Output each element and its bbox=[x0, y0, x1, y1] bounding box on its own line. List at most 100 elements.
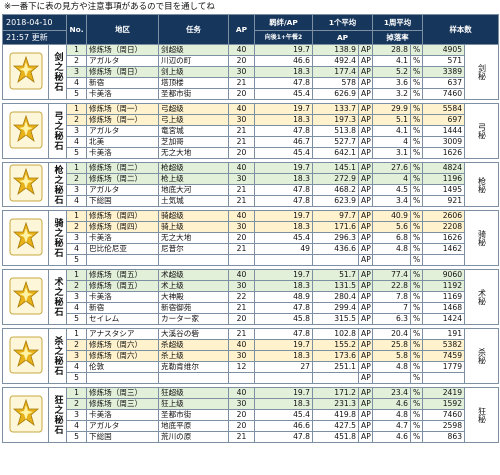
group-gap bbox=[2, 158, 499, 163]
row-ap: 40 bbox=[228, 269, 255, 281]
row-avg: 155.2 bbox=[312, 339, 359, 351]
row-ap: 12 bbox=[228, 361, 255, 373]
row-samples: 2208 bbox=[422, 221, 466, 233]
group-gap bbox=[2, 324, 499, 329]
row-avg: 419.8 bbox=[312, 409, 359, 421]
row-area: 修炼场（周四） bbox=[86, 221, 159, 233]
header-ap: AP bbox=[228, 14, 255, 45]
row-drop: 45.8 bbox=[254, 313, 313, 325]
row-avg-unit: AP bbox=[357, 291, 374, 303]
row-area bbox=[86, 254, 159, 266]
row-mission: 术超级 bbox=[158, 269, 229, 281]
row-mission bbox=[158, 372, 229, 384]
row-mission: 剑超级 bbox=[158, 44, 229, 56]
row-ap: 40 bbox=[228, 210, 255, 222]
row-avg: 527.7 bbox=[312, 136, 359, 148]
row-avg-unit: AP bbox=[357, 431, 374, 443]
row-rate-unit: % bbox=[410, 232, 424, 244]
row-no: 5 bbox=[66, 147, 87, 159]
row-avg-unit: AP bbox=[357, 103, 374, 115]
row-no: 4 bbox=[66, 361, 87, 373]
row-area: 修炼场（周一） bbox=[86, 103, 159, 115]
row-area: 修炼场（周三） bbox=[86, 387, 159, 399]
group-name: 枪之秘石 bbox=[48, 162, 67, 207]
row-ap: 21 bbox=[228, 195, 255, 207]
row-samples: 571 bbox=[422, 55, 466, 67]
row-ap: 40 bbox=[228, 44, 255, 56]
row-rate-unit: % bbox=[410, 420, 424, 432]
row-mission: 地底大河 bbox=[158, 184, 229, 196]
row-avg: 451.8 bbox=[312, 431, 359, 443]
row-avg: 280.4 bbox=[312, 291, 359, 303]
group-name: 术之秘石 bbox=[48, 269, 67, 325]
table-row: 4 北美 芝加哥 21 46.7 527.7 AP 4% 3009 bbox=[3, 136, 499, 148]
row-avg-unit: AP bbox=[357, 195, 374, 207]
row-rate: 5.1 bbox=[372, 114, 412, 126]
table-row: 杀之秘石 1 アナスタシア 大溪谷の砦 21 47.8 102.8 AP 20.4% 191 杀秘 bbox=[2, 328, 500, 384]
group-name: 弓之秘石 bbox=[48, 103, 67, 159]
table-row: 术之秘石 1 修炼场（周五） 术超级 40 19.7 51.7 AP 77.4% 9060 术秘 bbox=[2, 269, 500, 325]
row-rate: 7.8 bbox=[372, 291, 412, 303]
group-side-label: 弓秘 bbox=[464, 103, 500, 159]
row-rate: 77.4 bbox=[372, 269, 412, 281]
group-name: 杀之秘石 bbox=[48, 328, 67, 384]
row-samples: 1444 bbox=[422, 125, 466, 137]
row-avg-unit: AP bbox=[357, 66, 374, 78]
row-area: アガルタ bbox=[86, 125, 159, 137]
row-avg: 51.7 bbox=[312, 269, 359, 281]
row-mission: 术上级 bbox=[158, 280, 229, 292]
header-drop-sub: 向後1+午餐2 bbox=[254, 30, 313, 45]
row-area: 下総国 bbox=[86, 431, 159, 443]
row-no: 2 bbox=[66, 173, 87, 185]
row-avg: 623.9 bbox=[312, 195, 359, 207]
row-drop: 18.3 bbox=[254, 66, 313, 78]
row-avg: 251.1 bbox=[312, 361, 359, 373]
row-drop: 19.7 bbox=[254, 103, 313, 115]
row-rate-unit: % bbox=[410, 431, 424, 443]
gem-cell bbox=[2, 44, 49, 100]
row-ap: 21 bbox=[228, 243, 255, 255]
row-drop: 47.8 bbox=[254, 184, 313, 196]
row-mission: 骑超级 bbox=[158, 210, 229, 222]
row-rate-unit: % bbox=[410, 88, 424, 100]
row-rate: 4.5 bbox=[372, 184, 412, 196]
row-mission: カーター家 bbox=[158, 313, 229, 325]
row-rate: 20.4 bbox=[372, 328, 412, 340]
row-ap: 21 bbox=[228, 302, 255, 314]
table-row: 2 アガルタ 川辺の町 20 46.6 492.4 AP 4.1% 571 bbox=[3, 55, 499, 67]
row-avg: 102.8 bbox=[312, 328, 359, 340]
row-rate-unit: % bbox=[410, 136, 424, 148]
row-mission: 狂上级 bbox=[158, 398, 229, 410]
row-avg bbox=[312, 372, 359, 384]
row-area: 修炼场（周六） bbox=[86, 339, 159, 351]
row-avg-unit: AP bbox=[357, 339, 374, 351]
row-area: 修炼场（周二） bbox=[86, 173, 159, 185]
row-area: セイレム bbox=[86, 313, 159, 325]
row-drop: 19.7 bbox=[254, 162, 313, 174]
row-rate: 4.1 bbox=[372, 125, 412, 137]
row-mission: 弓超级 bbox=[158, 103, 229, 115]
row-avg-unit: AP bbox=[357, 302, 374, 314]
table-row: 4 アガルタ 地底平原 20 46.6 427.5 AP 4.7% 2598 bbox=[3, 420, 499, 432]
table-row: 2 修炼场（周三） 狂上级 30 18.3 231.3 AP 4.6% 1592 bbox=[3, 398, 499, 410]
header-mission: 任务 bbox=[158, 14, 229, 45]
row-avg-unit: AP bbox=[357, 350, 374, 362]
group-name: 狂之秘石 bbox=[48, 387, 67, 443]
row-rate: 23.4 bbox=[372, 387, 412, 399]
row-mission: 圣都市街 bbox=[158, 409, 229, 421]
row-no: 3 bbox=[66, 125, 87, 137]
row-samples: 2606 bbox=[422, 210, 466, 222]
row-samples: 1592 bbox=[422, 398, 466, 410]
row-rate-unit: % bbox=[410, 77, 424, 89]
row-avg-unit: AP bbox=[357, 361, 374, 373]
header-drop: 羁绊/AP bbox=[254, 14, 313, 31]
row-drop: 46.6 bbox=[254, 55, 313, 67]
row-mission: 大溪谷の砦 bbox=[158, 328, 229, 340]
row-rate: 29.9 bbox=[372, 103, 412, 115]
row-samples: 1192 bbox=[422, 280, 466, 292]
row-drop: 18.3 bbox=[254, 280, 313, 292]
row-avg: 171.6 bbox=[312, 221, 359, 233]
row-rate: 27.6 bbox=[372, 162, 412, 174]
row-mission: 无之大地 bbox=[158, 147, 229, 159]
row-ap: 20 bbox=[228, 313, 255, 325]
